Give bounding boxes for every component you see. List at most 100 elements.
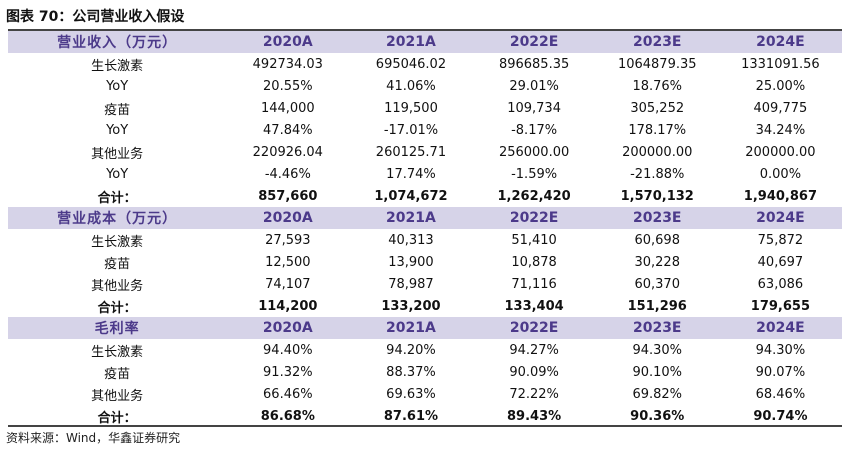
table-cell: 40,697: [757, 254, 804, 270]
section-header-label: 营业成本（万元）: [8, 207, 227, 229]
table-row: 其他业务 220926.04 260125.71 256000.00 200000.00…: [8, 141, 842, 163]
column-header: 2024E: [718, 207, 842, 229]
table-cell: 896685.35: [498, 56, 570, 72]
table-row: YoY -4.46% 17.74% -1.59% -21.88% 0.00%: [8, 163, 842, 185]
table-cell: 1,570,132: [620, 188, 694, 204]
row-label: 疫苗: [104, 256, 131, 272]
table-cell: 89.43%: [507, 408, 562, 424]
table-cell: 492734.03: [252, 56, 323, 72]
table-cell: 94.20%: [386, 342, 436, 358]
table-cell: 94.30%: [632, 342, 683, 358]
table-cell: 90.36%: [630, 408, 685, 424]
table-cell: -8.17%: [511, 122, 558, 138]
table-cell: 94.40%: [263, 342, 313, 358]
table-cell: 60,370: [634, 276, 680, 292]
table-row: 疫苗 144,000 119,500 109,734 305,252 409,775: [8, 97, 842, 119]
row-label: 其他业务: [91, 388, 144, 404]
row-label: 合计：: [97, 410, 137, 426]
column-header: 2023E: [595, 207, 719, 229]
table-cell: 78,987: [388, 276, 434, 292]
table-cell: 0.00%: [759, 166, 802, 182]
column-header: 2022E: [472, 207, 596, 229]
table-cell: 41.06%: [386, 78, 436, 94]
column-header: 2022E: [472, 317, 596, 339]
section-header-row: 营业成本（万元） 2020A 2021A 2022E 2023E 2024E: [8, 207, 842, 229]
table-cell: 220926.04: [252, 144, 323, 160]
table-cell: 200000.00: [745, 144, 816, 160]
revenue-assumption-table: 营业收入（万元） 2020A 2021A 2022E 2023E 2024E 生长激素 492…: [8, 31, 842, 427]
table-cell: 114,200: [258, 298, 318, 314]
column-header: 2020A: [226, 31, 350, 53]
table-cell: 68.46%: [755, 386, 806, 402]
table-cell: 1,940,867: [743, 188, 817, 204]
table-cell: 256000.00: [498, 144, 570, 160]
table-cell: 144,000: [260, 100, 315, 116]
table-row: 疫苗 12,500 13,900 10,878 30,228 40,697: [8, 251, 842, 273]
column-header: 2022E: [472, 31, 596, 53]
table-cell: 12,500: [265, 254, 311, 270]
column-header: 2020A: [226, 317, 350, 339]
table-cell: -1.59%: [511, 166, 558, 182]
table-cell: 13,900: [388, 254, 434, 270]
column-header: 2024E: [718, 31, 842, 53]
table-cell: 69.63%: [386, 386, 436, 402]
table-cell: 88.37%: [386, 364, 436, 380]
table-cell: 151,296: [627, 298, 687, 314]
row-label: 生长激素: [91, 344, 144, 360]
table-cell: 1331091.56: [741, 56, 820, 72]
table-cell: 51,410: [511, 232, 557, 248]
section-header-label: 营业收入（万元）: [8, 31, 227, 53]
section-header-label: 毛利率: [8, 317, 227, 339]
table-cell: 178.17%: [628, 122, 687, 138]
table-cell: -4.46%: [264, 166, 311, 182]
column-header: 2021A: [349, 31, 473, 53]
table-cell: 87.61%: [383, 408, 439, 424]
table-row: 生长激素 492734.03 695046.02 896685.35 1064879.3…: [8, 53, 842, 75]
table-cell: 94.30%: [755, 342, 806, 358]
table-cell: 1064879.35: [617, 56, 697, 72]
row-label: YoY: [106, 78, 129, 94]
section-header-row: 营业收入（万元） 2020A 2021A 2022E 2023E 2024E: [8, 31, 842, 53]
table-cell: 260125.71: [375, 144, 447, 160]
total-row: 合计： 114,200 133,200 133,404 151,296 179,655: [8, 295, 842, 317]
table-row: 其他业务 66.46% 69.63% 72.22% 69.82% 68.46%: [8, 383, 842, 405]
column-header: 2023E: [595, 31, 719, 53]
table-row: YoY 47.84% -17.01% -8.17% 178.17% 34.24%: [8, 119, 842, 141]
row-label: YoY: [106, 122, 129, 138]
table-cell: -21.88%: [630, 166, 685, 182]
table-body: 营业收入（万元） 2020A 2021A 2022E 2023E 2024E 生长激素 492…: [8, 31, 842, 427]
table-cell: 27,593: [265, 232, 311, 248]
section-header-row: 毛利率 2020A 2021A 2022E 2023E 2024E: [8, 317, 842, 339]
table-cell: 179,655: [750, 298, 811, 314]
table-cell: 30,228: [634, 254, 680, 270]
table-cell: 200000.00: [622, 144, 693, 160]
table-cell: 90.74%: [753, 408, 808, 424]
table-cell: 133,200: [381, 298, 441, 314]
row-label: 疫苗: [104, 366, 131, 382]
table-cell: 94.27%: [509, 342, 559, 358]
table-cell: 29.01%: [509, 78, 559, 94]
table-cell: 17.74%: [386, 166, 436, 182]
table-bottom-rule: [8, 425, 842, 427]
table-cell: 72.22%: [509, 386, 559, 402]
table-row: 生长激素 27,593 40,313 51,410 60,698 75,872: [8, 229, 842, 251]
table-cell: 75,872: [757, 232, 804, 248]
table-cell: 695046.02: [375, 56, 447, 72]
column-header: 2020A: [226, 207, 350, 229]
row-label: 合计：: [97, 300, 137, 316]
row-label: 其他业务: [91, 278, 144, 294]
table-cell: 90.10%: [632, 364, 683, 380]
table-cell: 66.46%: [263, 386, 313, 402]
column-header: 2021A: [349, 207, 473, 229]
table-cell: 1,262,420: [497, 188, 571, 204]
table-cell: 63,086: [757, 276, 804, 292]
row-label: 合计：: [97, 190, 137, 206]
table-cell: 90.07%: [755, 364, 806, 380]
table-cell: 109,734: [507, 100, 561, 116]
table-cell: 86.68%: [260, 408, 315, 424]
row-label: YoY: [106, 166, 129, 182]
table-row: 生长激素 94.40% 94.20% 94.27% 94.30% 94.30%: [8, 339, 842, 361]
table-cell: 60,698: [634, 232, 680, 248]
table-cell: 10,878: [511, 254, 557, 270]
column-header: 2021A: [349, 317, 473, 339]
